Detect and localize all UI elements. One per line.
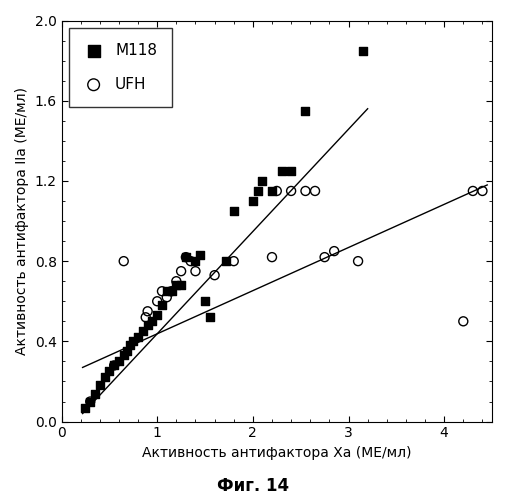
M118 bbox=[177, 281, 185, 289]
UFH bbox=[86, 398, 94, 406]
M118 bbox=[277, 167, 285, 175]
UFH bbox=[187, 257, 195, 265]
UFH bbox=[354, 257, 362, 265]
M118 bbox=[96, 382, 104, 390]
M118 bbox=[139, 328, 147, 336]
Y-axis label: Активность антифактора IIa (МЕ/мл): Активность антифактора IIa (МЕ/мл) bbox=[15, 87, 29, 355]
M118 bbox=[259, 177, 267, 185]
M118 bbox=[192, 257, 200, 265]
UFH bbox=[330, 247, 338, 255]
M118 bbox=[172, 281, 180, 289]
M118 bbox=[287, 167, 295, 175]
M118 bbox=[206, 314, 214, 322]
UFH bbox=[479, 187, 487, 195]
M118 bbox=[302, 106, 310, 114]
M118 bbox=[120, 352, 128, 360]
UFH bbox=[469, 187, 477, 195]
M118 bbox=[182, 253, 190, 261]
M118 bbox=[163, 287, 171, 295]
UFH bbox=[273, 187, 281, 195]
UFH bbox=[158, 287, 166, 295]
UFH bbox=[230, 257, 238, 265]
UFH bbox=[268, 253, 276, 261]
M118 bbox=[123, 348, 131, 356]
M118 bbox=[82, 404, 90, 411]
UFH bbox=[287, 187, 295, 195]
M118 bbox=[105, 368, 114, 376]
UFH bbox=[182, 253, 190, 261]
Legend: M118, UFH: M118, UFH bbox=[69, 28, 172, 107]
M118 bbox=[149, 318, 157, 326]
M118 bbox=[158, 302, 166, 310]
M118 bbox=[249, 197, 257, 205]
M118 bbox=[115, 358, 123, 366]
M118 bbox=[153, 312, 161, 320]
M118 bbox=[143, 322, 152, 330]
M118 bbox=[126, 342, 134, 349]
UFH bbox=[302, 187, 310, 195]
UFH bbox=[163, 293, 171, 301]
M118 bbox=[196, 251, 204, 259]
M118 bbox=[100, 374, 108, 382]
UFH bbox=[120, 257, 128, 265]
UFH bbox=[210, 271, 219, 279]
M118 bbox=[167, 287, 175, 295]
UFH bbox=[143, 308, 152, 316]
M118 bbox=[222, 257, 230, 265]
UFH bbox=[141, 314, 150, 322]
M118 bbox=[254, 187, 262, 195]
M118 bbox=[110, 362, 118, 370]
UFH bbox=[172, 277, 180, 285]
M118 bbox=[86, 398, 94, 406]
M118 bbox=[134, 334, 142, 342]
M118 bbox=[91, 390, 99, 398]
UFH bbox=[177, 267, 185, 275]
M118 bbox=[230, 207, 238, 215]
M118 bbox=[359, 46, 367, 54]
UFH bbox=[320, 253, 329, 261]
M118 bbox=[129, 338, 137, 345]
UFH bbox=[167, 287, 175, 295]
Text: Фиг. 14: Фиг. 14 bbox=[218, 477, 289, 495]
UFH bbox=[153, 298, 161, 306]
UFH bbox=[311, 187, 319, 195]
UFH bbox=[459, 318, 467, 326]
M118 bbox=[201, 298, 209, 306]
M118 bbox=[268, 187, 276, 195]
X-axis label: Активность антифактора Ха (МЕ/мл): Активность антифактора Ха (МЕ/мл) bbox=[142, 446, 412, 460]
UFH bbox=[192, 267, 200, 275]
UFH bbox=[110, 362, 118, 370]
